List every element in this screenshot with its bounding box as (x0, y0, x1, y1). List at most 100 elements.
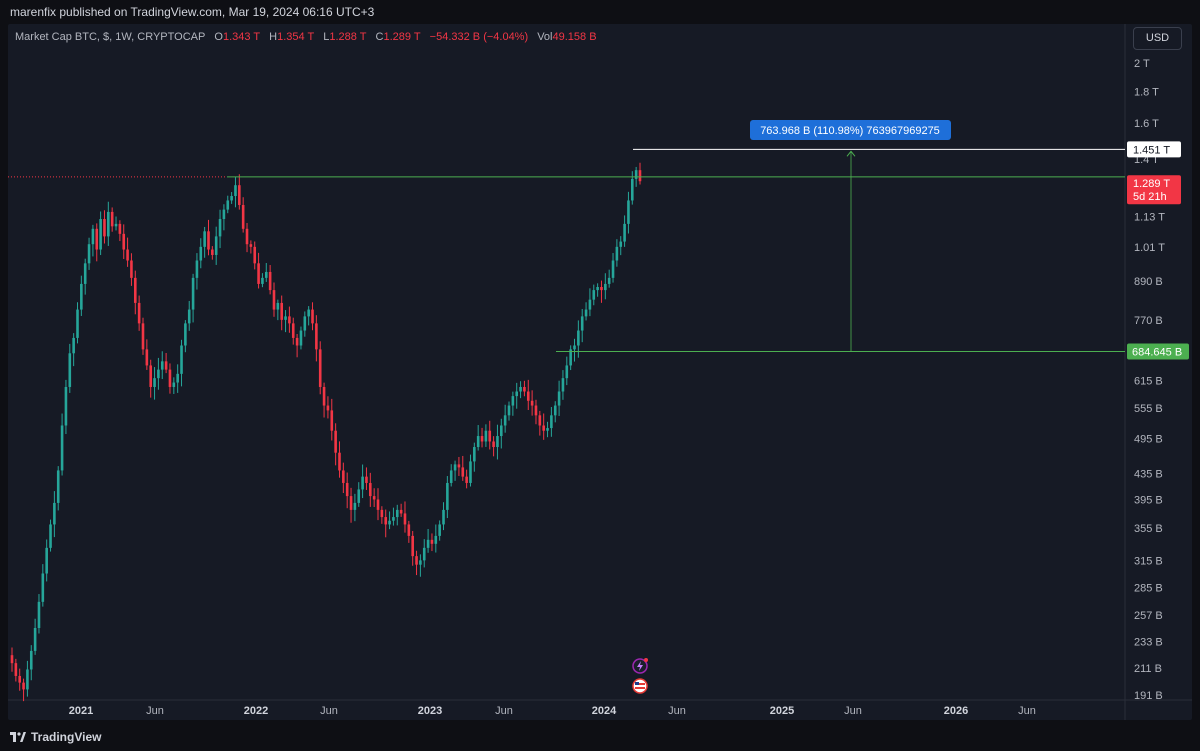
candle-body (14, 663, 18, 676)
candle-body (91, 228, 95, 245)
candle-body (253, 246, 257, 264)
candle-body (280, 302, 283, 320)
candle-body (469, 461, 472, 483)
candle-body (573, 345, 576, 350)
candle-body (357, 489, 361, 503)
y-tick-label: 257 B (1134, 610, 1163, 622)
candle-body (180, 345, 183, 374)
open-value: 1.343 T (222, 31, 261, 43)
candle-body (56, 470, 60, 503)
candle-body (264, 271, 268, 278)
low-price-tag (1127, 343, 1189, 360)
measure-label: 763.968 B (110.98%) 763967969275 (760, 125, 940, 137)
x-tick-label: Jun (1018, 705, 1036, 717)
low-value: 1.288 T (329, 31, 367, 43)
candle-body (457, 464, 461, 468)
candle-body (596, 286, 599, 291)
candle-body (615, 246, 619, 261)
candle-body (22, 682, 25, 690)
candle-body (634, 170, 638, 179)
y-tick-label: 1.13 T (1134, 212, 1165, 224)
candle-body (353, 502, 357, 510)
candle-body (519, 386, 522, 392)
flag-stripe-icon (635, 687, 645, 689)
candle-body (342, 470, 345, 483)
publish-bar: marenfix published on TradingView.com, M… (0, 0, 1200, 24)
flag-canton-icon (635, 682, 639, 685)
tradingview-logo[interactable]: TradingView (10, 730, 101, 744)
candle-body (542, 425, 545, 431)
candle-body (99, 219, 102, 250)
candle-body (592, 290, 596, 300)
candle-body (557, 391, 561, 406)
symbol-legend: Market Cap BTC, $, 1W, CRYPTOCAP O1.343 … (15, 31, 597, 43)
candle-body (160, 361, 164, 370)
candle-body (114, 223, 118, 227)
candle-body (419, 560, 422, 565)
candle-body (207, 231, 210, 250)
candle-body (268, 271, 272, 291)
candle-body (345, 482, 349, 497)
candle-body (538, 415, 542, 426)
candle-body (569, 349, 572, 366)
low-label: L (323, 31, 330, 43)
y-tick-label: 1.8 T (1134, 86, 1159, 98)
candle-body (399, 509, 403, 514)
y-tick-label: 890 B (1134, 276, 1163, 288)
y-tick-label: 355 B (1134, 523, 1163, 535)
y-tick-label: 555 B (1134, 403, 1163, 415)
candle-body (184, 323, 187, 346)
low-price-label: 684.645 B (1132, 346, 1182, 358)
candle-body (338, 452, 341, 471)
candle-body (149, 365, 152, 387)
candle-body (214, 236, 218, 255)
candle-body (503, 415, 507, 426)
candle-body (449, 470, 453, 483)
y-tick-label: 315 B (1134, 555, 1163, 567)
y-tick-label: 770 B (1134, 315, 1163, 327)
currency-button[interactable]: USD (1133, 27, 1182, 50)
candle-body (53, 502, 56, 525)
candle-body (288, 316, 291, 324)
tradingview-logo-icon (10, 732, 26, 742)
candle-body (376, 499, 380, 510)
candle-body (415, 556, 418, 565)
candle-body (33, 627, 37, 651)
event-dot-icon (644, 658, 648, 662)
candle-body (322, 386, 326, 406)
candle-body (426, 539, 430, 548)
candle-body (496, 436, 499, 448)
candle-body (291, 323, 295, 338)
candle-body (392, 517, 395, 521)
candle-body (153, 378, 156, 387)
chart-frame[interactable]: 2 T 1.8 T 1.6 T 1.4 T 1.13 T 1.01 T 890 B 770 B… (8, 24, 1192, 720)
candle-body (488, 430, 492, 442)
candle-body (222, 209, 226, 220)
lightning-bolt-icon (637, 661, 643, 671)
candle-body (45, 547, 48, 574)
candle-body (580, 316, 584, 331)
candle-body (430, 539, 434, 544)
candle-body (627, 200, 630, 224)
us-flag-event-icon[interactable] (632, 678, 648, 694)
candle-body (334, 430, 337, 453)
candle-body (453, 464, 457, 471)
x-tick-label: Jun (668, 705, 686, 717)
candle-body (515, 391, 519, 397)
symbol-name[interactable]: Market Cap BTC, $, 1W, CRYPTOCAP (15, 31, 206, 43)
candle-body (95, 228, 99, 250)
candle-body (480, 436, 484, 442)
candle-body (507, 405, 511, 416)
candle-body (60, 425, 64, 471)
candle-body (234, 185, 237, 197)
close-value: 1.289 T (383, 31, 421, 43)
candle-body (372, 496, 376, 500)
candle-body (238, 185, 241, 205)
y-tick-label: 1.01 T (1134, 242, 1165, 254)
candle-body (218, 219, 222, 237)
candle-body (365, 476, 368, 483)
x-tick-label: 2026 (944, 705, 968, 717)
candle-body (130, 260, 133, 278)
candle-body (307, 309, 310, 317)
